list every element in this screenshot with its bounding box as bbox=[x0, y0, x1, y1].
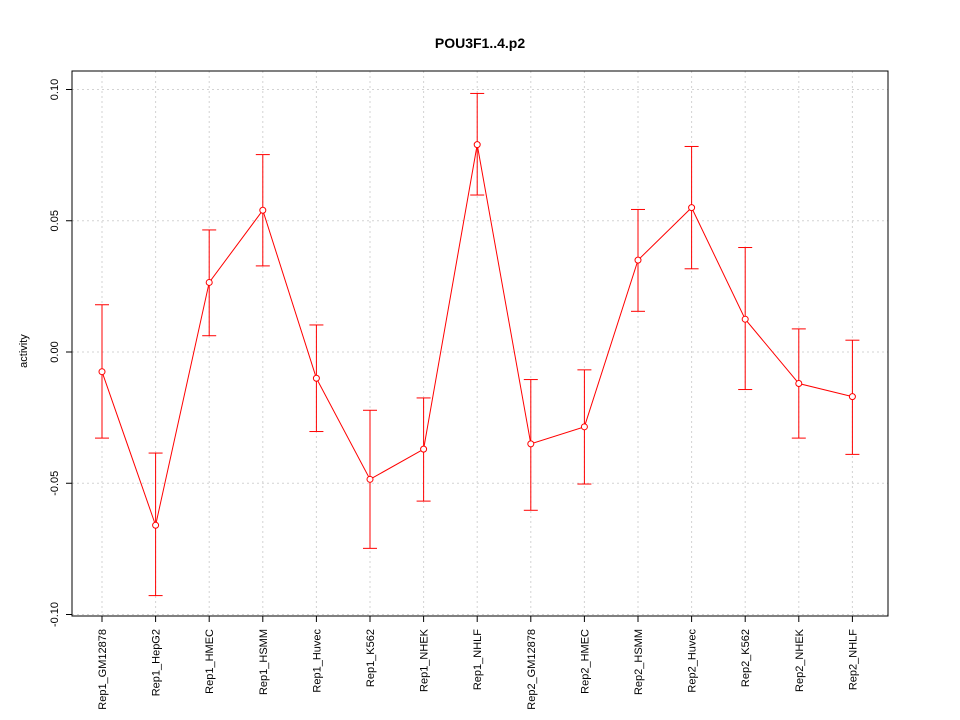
data-point bbox=[420, 445, 428, 453]
data-point bbox=[688, 204, 696, 212]
y-axis-label: activity bbox=[18, 334, 30, 368]
chart-title: POU3F1..4.p2 bbox=[435, 35, 525, 51]
x-tick-label: Rep2_NHEK bbox=[794, 628, 806, 692]
data-point bbox=[634, 256, 642, 264]
series-layer bbox=[95, 92, 860, 597]
data-point bbox=[98, 368, 106, 376]
y-tick-label: -0.05 bbox=[49, 471, 61, 496]
x-tick-label: Rep1_HepG2 bbox=[151, 629, 163, 696]
data-point bbox=[152, 521, 160, 529]
x-tick-label: Rep1_NHEK bbox=[419, 628, 431, 692]
y-tick-label: -0.10 bbox=[49, 602, 61, 627]
y-tick-label: 0.10 bbox=[49, 79, 61, 100]
data-point bbox=[741, 315, 749, 323]
data-point bbox=[259, 206, 267, 214]
x-tick-label: Rep1_HSMM bbox=[258, 629, 270, 695]
x-tick-label: Rep1_HMEC bbox=[204, 629, 216, 694]
x-tick-label: Rep2_Huvec bbox=[687, 629, 699, 693]
data-point bbox=[312, 374, 320, 382]
x-tick-label: Rep2_K562 bbox=[740, 629, 752, 687]
x-tick-label: Rep2_HSMM bbox=[633, 629, 645, 695]
x-tick-label: Rep1_Huvec bbox=[311, 629, 323, 693]
plot-frame bbox=[71, 70, 889, 617]
x-tick-label: Rep2_NHLF bbox=[847, 629, 859, 690]
data-point bbox=[473, 141, 481, 149]
x-tick-label: Rep1_NHLF bbox=[472, 629, 484, 690]
x-tick-label: Rep2_GM12878 bbox=[526, 629, 538, 710]
y-axis: -0.10 -0.05 0.00 0.05 0.10 bbox=[49, 79, 72, 627]
y-tick-label: 0.05 bbox=[49, 210, 61, 231]
data-point bbox=[795, 380, 803, 387]
data-point bbox=[366, 475, 374, 483]
data-point bbox=[205, 278, 213, 286]
x-tick-label: Rep2_HMEC bbox=[579, 629, 591, 694]
data-point bbox=[527, 440, 535, 448]
x-axis: Rep1_GM12878 Rep1_HepG2 Rep1_HMEC Rep1_HSMM… bbox=[97, 616, 859, 710]
data-point bbox=[848, 393, 856, 401]
x-tick-label: Rep1_K562 bbox=[365, 629, 377, 687]
data-point bbox=[580, 423, 588, 431]
y-tick-label: 0.00 bbox=[49, 341, 61, 362]
x-tick-label: Rep1_GM12878 bbox=[97, 629, 109, 710]
